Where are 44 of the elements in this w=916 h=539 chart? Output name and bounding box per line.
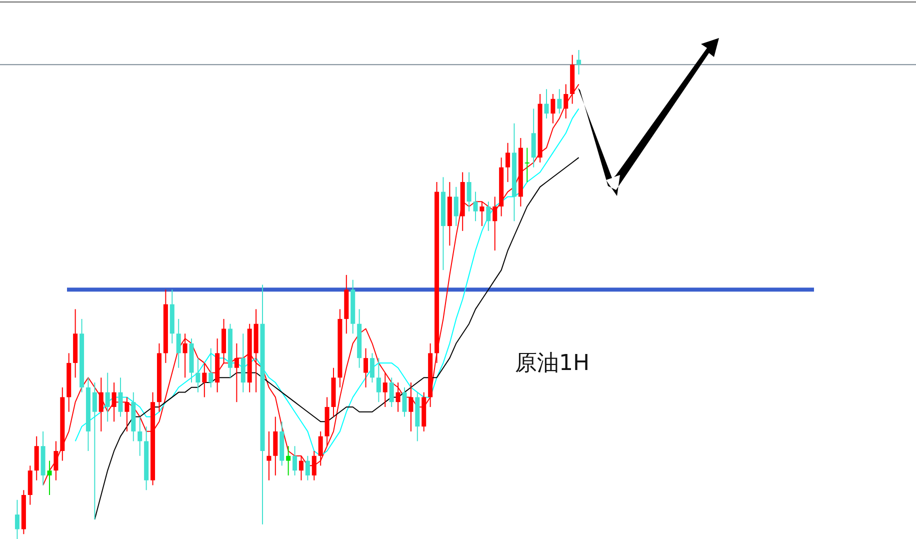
candlestick bbox=[54, 440, 58, 481]
candlestick bbox=[382, 372, 388, 408]
candlestick bbox=[208, 348, 214, 388]
candlestick bbox=[524, 147, 530, 183]
candlestick bbox=[112, 382, 116, 422]
candlestick bbox=[376, 358, 381, 403]
annotation: 原油1H bbox=[515, 351, 590, 376]
candlestick bbox=[557, 88, 562, 114]
candlestick bbox=[396, 382, 400, 412]
candlestick bbox=[492, 196, 498, 251]
candlestick bbox=[92, 382, 97, 520]
candlestick bbox=[576, 50, 582, 75]
candlestick bbox=[550, 94, 556, 124]
candlestick bbox=[544, 88, 549, 119]
candlestick bbox=[486, 201, 491, 232]
candlestick bbox=[176, 318, 181, 368]
candlestick bbox=[370, 352, 374, 384]
candlestick bbox=[266, 430, 272, 481]
candlestick bbox=[202, 362, 207, 398]
candlestick bbox=[105, 372, 110, 422]
candlestick bbox=[196, 358, 200, 393]
candlestick bbox=[118, 377, 123, 418]
candlestick bbox=[305, 455, 310, 481]
candlestick bbox=[473, 191, 478, 222]
candlestick bbox=[312, 450, 316, 481]
candlestick bbox=[138, 416, 142, 456]
candlestick bbox=[466, 172, 472, 212]
candlestick bbox=[292, 446, 298, 476]
candlestick bbox=[408, 382, 414, 432]
candlestick bbox=[402, 386, 407, 418]
candlestick bbox=[234, 342, 239, 403]
candlestick bbox=[14, 499, 20, 539]
candlestick bbox=[298, 455, 304, 481]
candlestick bbox=[364, 348, 368, 388]
candlestick bbox=[318, 430, 323, 466]
candlestick bbox=[124, 396, 130, 432]
candlestick bbox=[389, 377, 394, 408]
candlestick bbox=[506, 142, 510, 183]
candlestick bbox=[286, 446, 291, 476]
candlestick bbox=[47, 460, 52, 496]
candlestick bbox=[98, 377, 104, 432]
candlestick bbox=[182, 333, 188, 378]
candlestick bbox=[454, 186, 458, 227]
candlestick bbox=[480, 201, 484, 227]
